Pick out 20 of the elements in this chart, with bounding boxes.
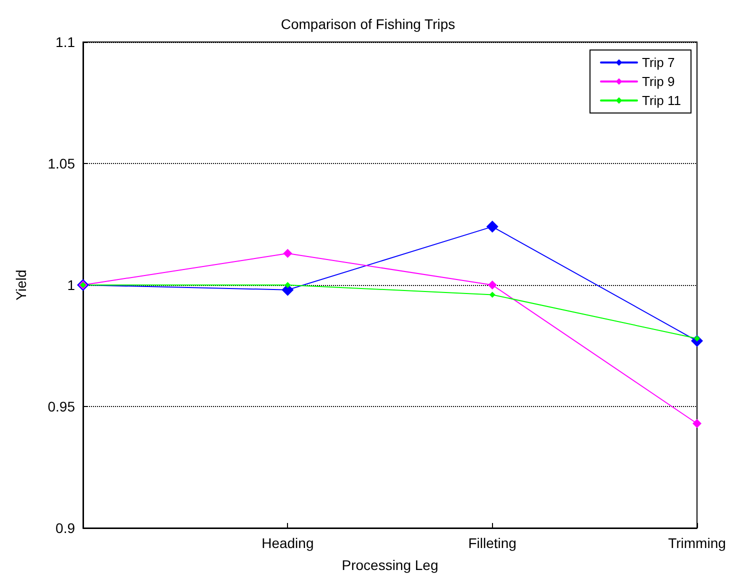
x-axis-title: Processing Leg bbox=[342, 557, 438, 573]
point bbox=[489, 292, 496, 298]
x-tick-label: Filleting bbox=[468, 535, 516, 551]
y-axis-title: Yield bbox=[13, 270, 29, 300]
point bbox=[488, 280, 497, 290]
point bbox=[486, 220, 498, 233]
point bbox=[692, 419, 702, 428]
y-tick-label: 0.9 bbox=[56, 520, 76, 536]
legend-label: Trip 7 bbox=[642, 55, 675, 70]
x-tick-label: Heading bbox=[262, 535, 314, 551]
y-tick-label: 0.95 bbox=[48, 398, 76, 414]
legend-label: Trip 11 bbox=[642, 93, 682, 108]
legend-label: Trip 9 bbox=[642, 74, 675, 89]
y-tick-label: 1 bbox=[67, 277, 76, 293]
y-tick-label: 1.1 bbox=[56, 34, 76, 50]
point bbox=[283, 248, 292, 258]
x-tick-label: Trimming bbox=[668, 535, 726, 551]
point bbox=[284, 282, 291, 288]
chart-title: Comparison of Fishing Trips bbox=[280, 16, 456, 32]
y-tick-label: 1.05 bbox=[48, 156, 76, 172]
